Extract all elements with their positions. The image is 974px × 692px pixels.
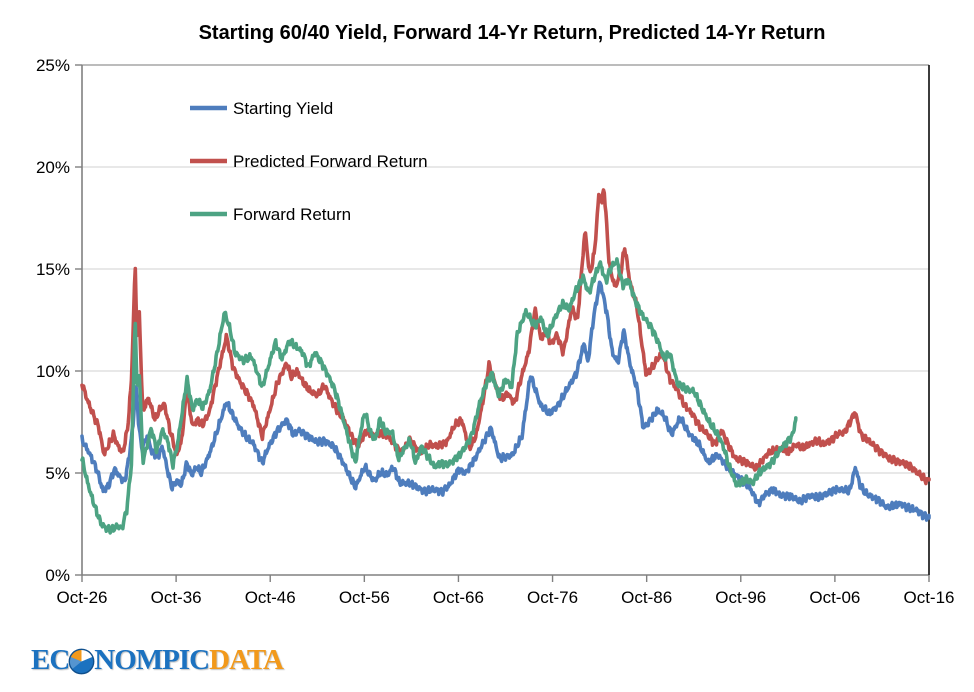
- y-tick-label: 15%: [36, 260, 70, 279]
- legend-label: Forward Return: [233, 205, 351, 224]
- econompic-logo: EC NOMPIC DATA: [31, 643, 284, 677]
- legend-item-starting-yield: Starting Yield: [190, 99, 333, 118]
- y-tick-label: 5%: [45, 464, 70, 483]
- legend-item-predicted-forward-return: Predicted Forward Return: [190, 152, 428, 171]
- x-tick-label: Oct-96: [715, 588, 766, 607]
- x-tick-label: Oct-46: [245, 588, 296, 607]
- axis-ticks: [75, 64, 930, 582]
- y-tick-label: 25%: [36, 56, 70, 75]
- series-line-starting-yield: [80, 280, 931, 522]
- gridlines: [82, 166, 929, 474]
- x-tick-label: Oct-56: [339, 588, 390, 607]
- legend-item-forward-return: Forward Return: [190, 205, 351, 224]
- logo-text-nompic: NOMPIC: [94, 643, 210, 676]
- series-line-predicted-forward-return: [80, 188, 931, 486]
- chart-title: Starting 60/40 Yield, Forward 14-Yr Retu…: [199, 22, 826, 44]
- legend: Starting Yield Predicted Forward Return Fo…: [190, 99, 428, 224]
- legend-label: Predicted Forward Return: [233, 152, 428, 171]
- x-tick-label: Oct-36: [151, 588, 202, 607]
- x-tick-label: Oct-86: [621, 588, 672, 607]
- series-line-forward-return: [80, 257, 798, 535]
- x-tick-label: Oct-06: [809, 588, 860, 607]
- series-lines: [80, 188, 931, 535]
- x-tick-label: Oct-16: [903, 588, 954, 607]
- legend-label: Starting Yield: [233, 99, 333, 118]
- x-tick-label: Oct-26: [56, 588, 107, 607]
- globe-pie-icon: [68, 648, 95, 674]
- axis-labels: 0% 5% 10% 15% 20% 25% Oct-26 Oct-36 Oct-46 Oct-56…: [36, 56, 955, 607]
- y-tick-label: 0%: [45, 566, 70, 585]
- x-tick-label: Oct-76: [527, 588, 578, 607]
- logo-text-data: DATA: [209, 643, 284, 676]
- x-tick-label: Oct-66: [433, 588, 484, 607]
- plot-border: [81, 64, 930, 576]
- y-tick-label: 10%: [36, 362, 70, 381]
- y-tick-label: 20%: [36, 158, 70, 177]
- logo-text-ec: EC: [31, 643, 70, 676]
